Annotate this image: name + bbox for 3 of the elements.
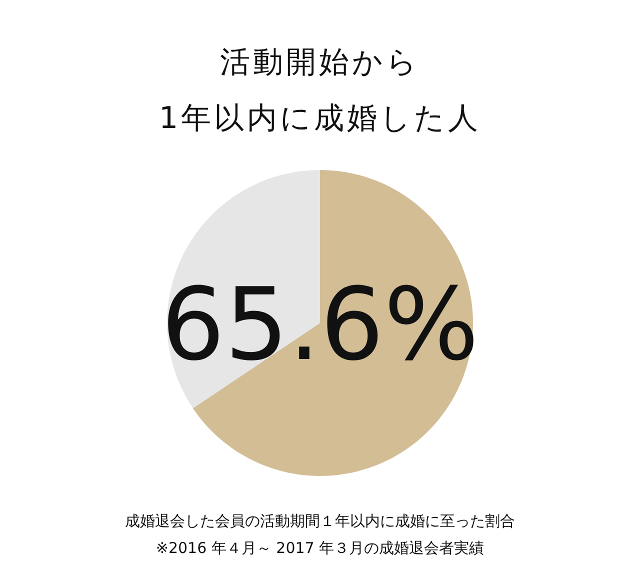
annotation: 成婚退会した会員の活動期間１年以内に成婚に至った割合 xyxy=(125,512,515,530)
title: 活動開始から 1年以内に成婚した人 xyxy=(158,45,482,136)
annotation: ※2016 年４月～ 2017 年３月の成婚退会者実績 xyxy=(156,539,484,557)
